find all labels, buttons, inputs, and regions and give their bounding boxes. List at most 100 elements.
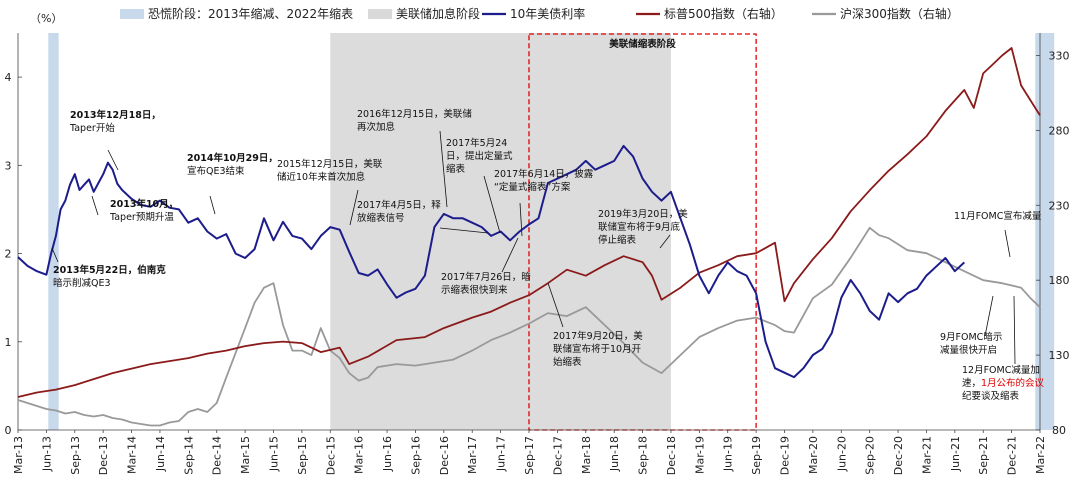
annotation-leader-10 <box>547 282 564 328</box>
legend-label-panic: 恐慌阶段：2013年缩减、2022年缩表 <box>148 6 353 21</box>
x-tick-Sep-13: Sep-13 <box>69 436 82 475</box>
x-tick-Mar-15: Mar-15 <box>239 436 252 474</box>
annotation-7: 2017年6月14日，披露“定量式缩表”方案 <box>494 168 594 193</box>
annotation-6-line-1: 日，提出定量式 <box>446 150 513 162</box>
legend-swatch-hike <box>368 9 392 19</box>
x-tick-Dec-18: Dec-18 <box>665 436 678 475</box>
x-tick-Dec-13: Dec-13 <box>97 436 110 475</box>
annotation-7-line-1: “定量式缩表”方案 <box>494 181 571 193</box>
annotation-5-line-1: 再次加息 <box>357 121 395 133</box>
annotation-14-line-2: 纪要谈及缩表 <box>962 390 1020 402</box>
legend-label-hike: 美联储加息阶段 <box>396 6 480 21</box>
x-tick-Mar-13: Mar-13 <box>12 436 25 474</box>
bands-layer <box>48 33 1055 430</box>
annotation-13-line-1: 减量很快开启 <box>940 344 997 356</box>
x-tick-Jun-15: Jun-15 <box>268 436 281 472</box>
annotation-14-line-1: 速，1月公布的会议 <box>962 377 1045 389</box>
annotation-12: 11月FOMC宣布减量 <box>954 210 1042 222</box>
y-right-tick-230: 230 <box>1049 199 1070 212</box>
x-tick-Dec-14: Dec-14 <box>211 436 224 475</box>
band-panic-0 <box>48 33 59 430</box>
annotation-5-line-0: 2016年12月15日，美联储 <box>357 108 472 120</box>
x-tick-Dec-16: Dec-16 <box>438 436 451 475</box>
annotation-1-line-0: 2013年10月， <box>110 198 178 210</box>
x-tick-Mar-17: Mar-17 <box>466 436 479 474</box>
series-ust10y <box>17 144 965 379</box>
annotation-3-line-0: 2014年10月29日， <box>187 152 278 164</box>
annotation-1: 2013年10月， Taper预期升温 <box>109 198 178 223</box>
annotation-leader-4 <box>349 189 359 226</box>
annotation-8-line-1: 放缩表信号 <box>357 212 405 224</box>
annotation-0-line-1: Taper开始 <box>69 122 115 134</box>
x-tick-Mar-16: Mar-16 <box>353 436 366 474</box>
x-tick-Jun-21: Jun-21 <box>949 436 962 472</box>
legend-label-ust10y: 10年美债利率 <box>510 6 585 21</box>
annotation-leader-7 <box>519 202 523 237</box>
series-spx <box>17 47 1041 398</box>
annotation-leader-2 <box>51 247 59 263</box>
y-left-tick-1: 1 <box>5 336 12 349</box>
legend-item-panic: 恐慌阶段：2013年缩减、2022年缩表 <box>120 6 353 21</box>
x-tick-Mar-21: Mar-21 <box>920 436 933 474</box>
legend: 恐慌阶段：2013年缩减、2022年缩表 美联储加息阶段 10年美债利率 标普500指… <box>120 6 959 21</box>
x-tick-Sep-17: Sep-17 <box>523 436 536 475</box>
x-tick-Sep-15: Sep-15 <box>296 436 309 475</box>
x-tick-Dec-21: Dec-21 <box>1006 436 1019 475</box>
annotation-leader-5 <box>439 130 448 208</box>
annotation-10-line-0: 2017年9月20日，美 <box>553 330 643 342</box>
annotation-9-line-0: 2017年7月26日，暗 <box>441 271 531 283</box>
x-tick-Dec-19: Dec-19 <box>779 436 792 475</box>
x-tick-Sep-19: Sep-19 <box>750 436 763 475</box>
x-tick-Jun-19: Jun-19 <box>722 436 735 472</box>
x-tick-Jun-14: Jun-14 <box>154 436 167 472</box>
x-tick-Dec-20: Dec-20 <box>892 436 905 475</box>
annotation-11-line-2: 停止缩表 <box>598 234 637 246</box>
x-tick-Mar-19: Mar-19 <box>693 436 706 474</box>
annotation-8-line-0: 2017年4月5日，释 <box>357 199 441 211</box>
legend-label-csi300: 沪深300指数（右轴） <box>840 6 959 21</box>
legend-item-hike: 美联储加息阶段 <box>368 6 480 21</box>
annotation-leader-11 <box>659 234 671 249</box>
y-right-tick-180: 180 <box>1049 274 1070 287</box>
x-tick-Jun-20: Jun-20 <box>835 436 848 472</box>
annotation-leader-6 <box>483 175 501 234</box>
annotation-4-line-1: 储近10年来首次加息 <box>277 171 365 183</box>
x-tick-Sep-14: Sep-14 <box>182 436 195 475</box>
x-tick-Dec-15: Dec-15 <box>324 436 337 475</box>
annotation-12-line-0: 11月FOMC宣布减量 <box>954 210 1042 222</box>
annotation-leader-3 <box>209 195 216 215</box>
annotation-7-line-0: 2017年6月14日，披露 <box>494 168 594 180</box>
annotation-leader-13 <box>984 295 994 337</box>
annotation-11-line-0: 2019年3月20日，美 <box>598 208 688 220</box>
annotation-0: 2013年12月18日，Taper开始 <box>69 109 161 134</box>
x-tick-Mar-18: Mar-18 <box>580 436 593 474</box>
legend-item-spx: 标普500指数（右轴） <box>636 6 783 21</box>
annotation-10-line-1: 联储宣布将于10月开 <box>553 343 642 355</box>
x-tick-Sep-21: Sep-21 <box>977 436 990 475</box>
x-tick-Jun-16: Jun-16 <box>381 436 394 472</box>
y-left-tick-4: 4 <box>5 71 12 84</box>
annotation-3: 2014年10月29日，宣布QE3结束 <box>187 152 278 177</box>
y-right-tick-130: 130 <box>1049 349 1070 362</box>
annotation-6-line-0: 2017年5月24 <box>446 137 507 149</box>
annotation-leader-14 <box>1013 295 1016 365</box>
annotation-11-line-1: 联储宣布将于9月底 <box>598 221 681 233</box>
x-tick-Sep-20: Sep-20 <box>864 436 877 475</box>
x-tick-Jun-18: Jun-18 <box>608 436 621 472</box>
annotation-leader-1 <box>91 195 99 216</box>
y-right-tick-280: 280 <box>1049 124 1070 137</box>
legend-item-csi300: 沪深300指数（右轴） <box>812 6 959 21</box>
annotation-4-line-0: 2015年12月15日，美联 <box>277 158 383 170</box>
annotation-10-line-2: 始缩表 <box>553 356 582 368</box>
annotation-1-line-1: Taper预期升温 <box>109 212 174 223</box>
annotation-leader-9 <box>501 237 519 273</box>
y-right-tick-330: 330 <box>1049 49 1070 62</box>
